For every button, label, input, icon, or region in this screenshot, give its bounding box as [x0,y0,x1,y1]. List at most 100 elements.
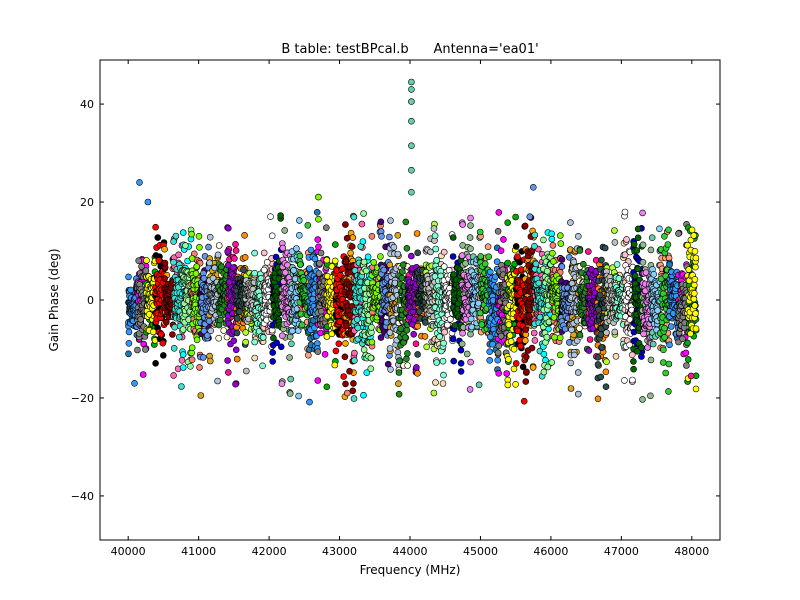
scatter-point [277,212,284,219]
scatter-point [514,327,522,335]
scatter-point [278,380,286,388]
scatter-point [281,269,289,276]
scatter-point [403,245,411,252]
scatter-point [351,349,358,357]
scatter-point [585,347,593,354]
scatter-point [494,349,502,357]
scatter-point [459,329,466,337]
scatter-point [207,357,214,365]
scatter-point [579,260,587,268]
scatter-point [322,224,330,231]
scatter-point [523,368,530,376]
scatter-point [468,323,476,331]
scatter-point [584,248,592,255]
scatter-point [414,351,421,358]
scatter-point [497,247,505,254]
scatter-point [514,253,521,261]
scatter-point [380,266,388,274]
scatter-point [364,253,372,261]
scatter-point [386,233,393,241]
scatter-point [179,364,187,371]
scatter-point [467,222,474,229]
scatter-point [495,209,503,216]
scatter-point [290,267,297,274]
scatter-point [512,243,520,250]
scatter-point [378,233,385,240]
scatter-point [342,340,349,347]
scatter-point [214,251,222,259]
scatter-point [540,368,548,376]
scatter-point [193,263,200,270]
scatter-point [298,321,306,329]
scatter-point [170,238,177,245]
scatter-point [152,223,159,231]
scatter-point [241,253,249,261]
scatter-point [240,266,247,274]
scatter-point [170,258,177,266]
scatter-point [351,357,358,364]
scatter-point [134,346,141,354]
scatter-point [350,213,358,221]
scatter-point [475,299,482,307]
scatter-point [125,328,133,336]
scatter-point [467,245,474,252]
scatter-point [440,248,448,256]
scatter-point [243,367,250,375]
scatter-point [574,390,582,398]
scatter-point [200,354,207,361]
scatter-point [556,351,564,359]
scatter-point [157,330,165,338]
scatter-point [281,227,289,234]
scatter-point [349,234,357,241]
scatter-point [489,340,496,348]
scatter-point [486,268,494,276]
scatter-point [484,243,492,250]
scatter-point [404,362,411,369]
scatter-point [377,253,384,260]
scatter-point [440,371,447,379]
scatter-point [182,242,189,249]
scatter-point [161,275,168,282]
scatter-point [486,356,494,364]
scatter-point [176,333,183,341]
scatter-point [486,348,494,356]
scatter-point [288,340,295,348]
scatter-point [170,344,178,352]
scatter-point [331,361,339,369]
scatter-point [504,381,512,389]
scatter-point [432,245,440,253]
scatter-point [231,255,238,262]
scatter-point [414,369,421,377]
scatter-point [522,326,530,333]
scatter-point [439,357,447,365]
scatter-point [504,259,512,267]
scatter-point [477,253,485,260]
scatter-point [394,250,402,258]
scatter-point [307,246,315,254]
scatter-point [517,342,525,350]
scatter-point [293,245,300,252]
scatter-point [314,377,322,384]
scatter-point [220,327,227,334]
scatter-point [169,331,176,338]
scatter-point [206,259,213,267]
scatter-point [386,345,394,352]
scatter-point [159,339,167,347]
scatter-point [414,249,422,257]
scatter-point [350,380,357,387]
scatter-point [466,234,474,241]
scatter-point [125,273,132,281]
scatter-point [567,385,575,392]
scatter-point [350,395,358,402]
scatter-point [558,263,566,270]
scatter-point [192,270,200,277]
scatter-point [520,397,528,405]
scatter-point [377,218,385,226]
scatter-point [306,398,313,406]
scatter-point [551,333,558,341]
scatter-point [510,365,518,373]
scatter-point [341,353,349,361]
scatter-point [510,345,518,353]
scatter-point [423,343,431,351]
